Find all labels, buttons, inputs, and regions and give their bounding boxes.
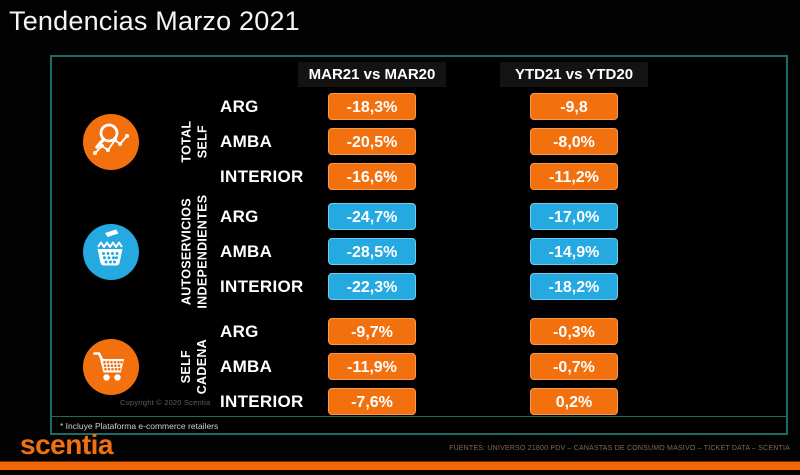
group-label-total-self: TOTAL SELF	[170, 89, 220, 194]
page-title: Tendencias Marzo 2021	[9, 6, 300, 36]
group-label-line: SELF	[179, 349, 194, 384]
copyright-text: Copyright © 2020 Scentia	[120, 398, 211, 407]
group-label-line: TOTAL	[179, 120, 194, 163]
value-badge-ytd: -0,7%	[530, 353, 618, 380]
value-badge-mar: -9,7%	[328, 318, 416, 345]
group-label-autoservicios: AUTOSERVICIOS INDEPENDIENTES	[170, 195, 220, 309]
row-label-arg: ARG	[220, 97, 259, 116]
group-autoservicios-independientes: AUTOSERVICIOS INDEPENDIENTES ARG -24,7% …	[52, 195, 786, 309]
group-label-line: CADENA	[195, 338, 209, 395]
value-badge-mar: -7,6%	[328, 388, 416, 415]
group-label-line: INDEPENDIENTES	[195, 194, 210, 309]
row-label-amba: AMBA	[220, 132, 273, 151]
column-header-mar: MAR21 vs MAR20	[298, 62, 446, 87]
value-badge-mar: -24,7%	[328, 203, 416, 230]
row-label-arg: ARG	[220, 207, 259, 226]
value-badge-ytd: -18,2%	[530, 273, 618, 300]
analytics-search-icon	[52, 113, 170, 171]
row-label-amba: AMBA	[220, 242, 273, 261]
footnote-divider	[52, 416, 786, 417]
value-badge-mar: -28,5%	[328, 238, 416, 265]
value-badge-mar: -20,5%	[328, 128, 416, 155]
column-header-ytd: YTD21 vs YTD20	[500, 62, 648, 87]
value-badge-ytd: -11,2%	[530, 163, 618, 190]
group-label-line: SELF	[194, 124, 209, 159]
value-badge-ytd: -9,8	[530, 93, 618, 120]
value-badge-ytd: -8,0%	[530, 128, 618, 155]
scentia-logo: scentia	[20, 429, 114, 460]
bottom-accent-bar	[0, 461, 800, 470]
value-badge-mar: -16,6%	[328, 163, 416, 190]
shopping-basket-icon	[52, 223, 170, 281]
shopping-cart-icon	[52, 338, 170, 396]
group-label-line: AUTOSERVICIOS	[179, 198, 194, 305]
sources-text: FUENTES: UNIVERSO 21800 PDV – CANASTAS D…	[449, 445, 790, 452]
row-label-interior: INTERIOR	[220, 167, 304, 186]
footnote-text: * Incluye Plataforma e-commerce retailer…	[60, 421, 219, 431]
row-label-amba: AMBA	[220, 357, 273, 376]
value-badge-mar: -11,9%	[328, 353, 416, 380]
row-label-arg: ARG	[220, 322, 259, 341]
value-badge-mar: -22,3%	[328, 273, 416, 300]
value-badge-ytd: -17,0%	[530, 203, 618, 230]
trends-table-panel: MAR21 vs MAR20 YTD21 vs YTD20 TOTAL SELF…	[50, 55, 788, 435]
column-headers: MAR21 vs MAR20 YTD21 vs YTD20	[52, 57, 786, 87]
row-label-interior: INTERIOR	[220, 392, 304, 411]
value-badge-mar: -18,3%	[328, 93, 416, 120]
row-label-interior: INTERIOR	[220, 277, 304, 296]
value-badge-ytd: 0,2%	[530, 388, 618, 415]
group-self-cadena: SELF CADENA ARG -9,7% -0,3% AMBA -11,9% …	[52, 314, 786, 419]
value-badge-ytd: -14,9%	[530, 238, 618, 265]
group-total-self: TOTAL SELF ARG -18,3% -9,8 AMBA -20,5% -…	[52, 89, 786, 194]
value-badge-ytd: -0,3%	[530, 318, 618, 345]
